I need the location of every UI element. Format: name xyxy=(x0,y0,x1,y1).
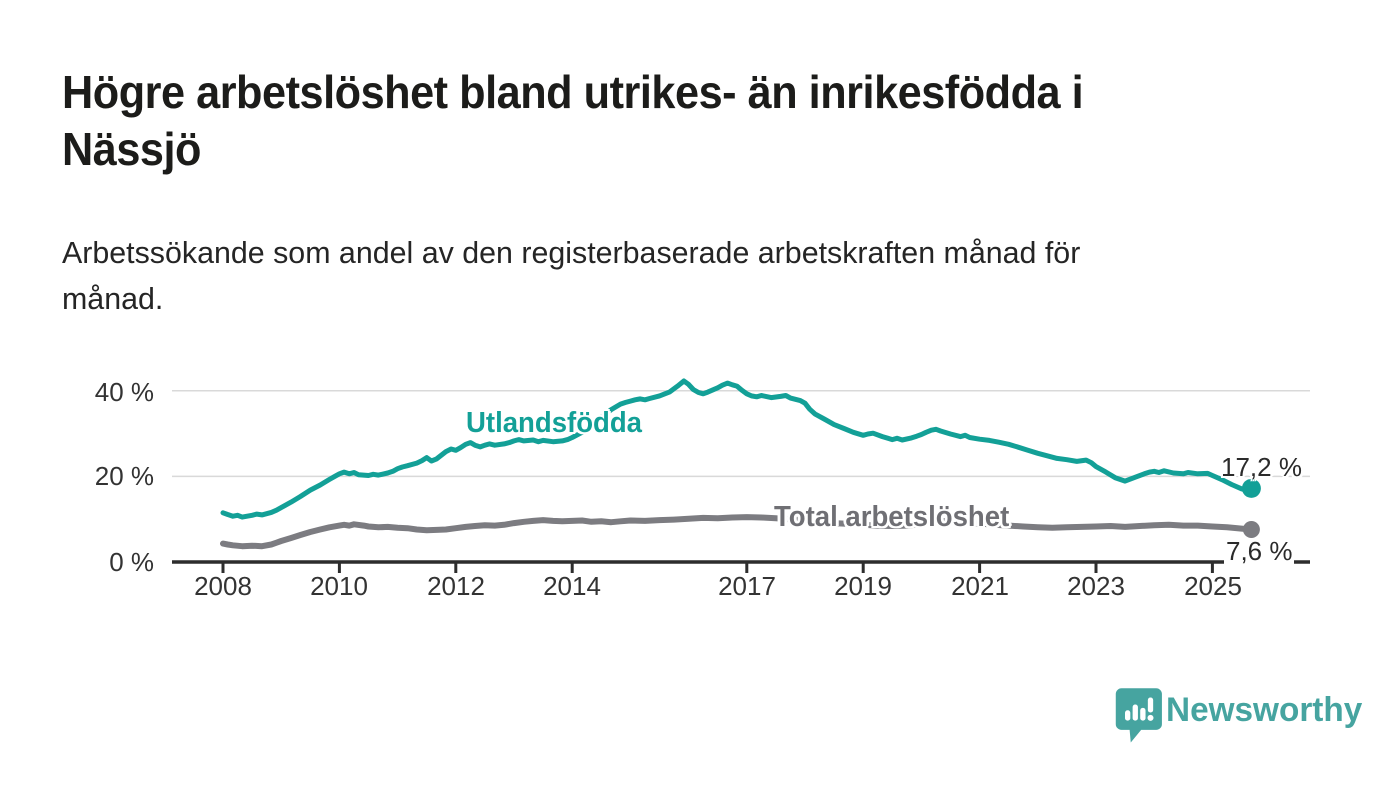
end-label-halo xyxy=(1224,550,1294,568)
chart-subtitle: Arbetssökande som andel av den registerb… xyxy=(62,230,1080,322)
x-tick-label-2012: 2012 xyxy=(427,571,485,601)
y-tick-label-40: 40 % xyxy=(94,377,154,407)
series-label-foreign-born: Utlandsfödda xyxy=(466,407,643,439)
y-tick-label-20: 20 % xyxy=(94,461,154,491)
x-tick-label-2010: 2010 xyxy=(310,571,368,601)
chart-subtitle-line2: månad. xyxy=(62,281,164,316)
series-line-foreign-born xyxy=(220,378,1254,520)
chart-subtitle-line1: Arbetssökande som andel av den registerb… xyxy=(62,235,1081,270)
x-tick-label-2008: 2008 xyxy=(194,571,252,601)
page-title: Högre arbetslöshet bland utrikes- än inr… xyxy=(62,64,1084,178)
end-value-foreign-born: 17,2 % xyxy=(1221,452,1302,482)
end-value-total: 7,6 % xyxy=(1226,536,1293,566)
x-tick-label-2019: 2019 xyxy=(834,571,892,601)
series-line-total xyxy=(220,514,1255,550)
y-tick-label-0: 0 % xyxy=(109,547,154,577)
x-tick-label-2025: 2025 xyxy=(1184,571,1242,601)
end-dot-total xyxy=(1242,521,1260,538)
x-tick-label-2021: 2021 xyxy=(951,571,1009,601)
page-title-line2: Nässjö xyxy=(62,123,201,175)
x-tick-label-2014: 2014 xyxy=(543,571,601,601)
x-tick-label-2017: 2017 xyxy=(718,571,776,601)
series-label-total: Total arbetslöshet xyxy=(774,501,1010,533)
end-dot-foreign-born xyxy=(1241,478,1261,498)
x-tick-label-2023: 2023 xyxy=(1067,571,1125,601)
newsworthy-logo-icon xyxy=(1115,688,1162,743)
page-title-line1: Högre arbetslöshet bland utrikes- än inr… xyxy=(62,66,1084,118)
newsworthy-logo-text: Newsworthy xyxy=(1166,691,1363,729)
